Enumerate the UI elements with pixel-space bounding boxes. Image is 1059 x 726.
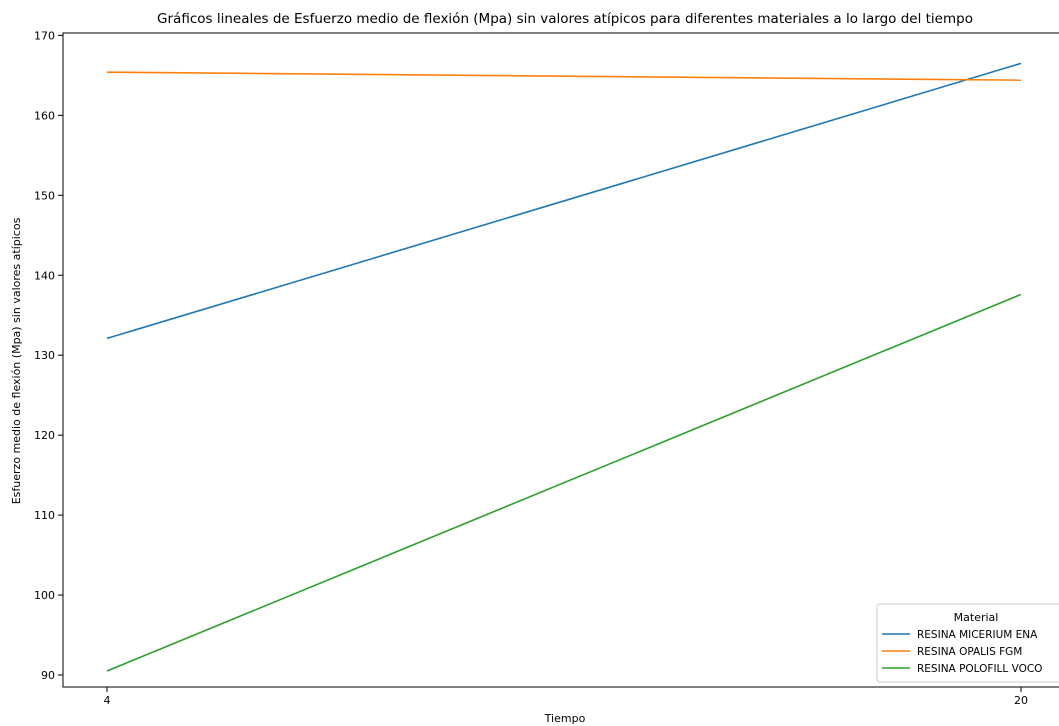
y-tick-label: 130 xyxy=(34,349,55,362)
y-axis-ticks: 90 100 110 120 130 140 150 160 170 xyxy=(34,29,63,682)
plot-frame xyxy=(62,32,1059,688)
series-line xyxy=(106,293,1022,672)
x-tick-label: 20 xyxy=(1014,694,1028,707)
y-tick-label: 100 xyxy=(34,589,55,602)
legend-label: RESINA MICERIUM ENA xyxy=(917,629,1038,641)
legend-label: RESINA OPALIS FGM xyxy=(917,646,1022,658)
legend-label: RESINA POLOFILL VOCO xyxy=(917,663,1042,675)
legend-box xyxy=(876,603,1059,683)
y-tick-label: 150 xyxy=(34,189,55,202)
chart-title: Gráficos lineales de Esfuerzo medio de f… xyxy=(157,11,973,27)
y-tick-label: 160 xyxy=(34,109,55,122)
x-axis-label: Tiempo xyxy=(544,712,586,725)
x-axis-ticks: 4 20 xyxy=(104,687,1028,707)
y-tick-label: 110 xyxy=(34,509,55,522)
y-tick-label: 140 xyxy=(34,269,55,282)
y-tick-label: 170 xyxy=(34,29,55,42)
y-axis-label: Esfuerzo medio de flexión (Mpa) sin valo… xyxy=(10,217,23,504)
legend: Material RESINA MICERIUM ENA RESINA OPALI… xyxy=(876,603,1059,683)
y-tick-label: 90 xyxy=(41,669,55,682)
y-tick-label: 120 xyxy=(34,429,55,442)
series-line xyxy=(106,71,1022,81)
legend-entries: RESINA MICERIUM ENA RESINA OPALIS FGM RESI… xyxy=(882,629,1042,675)
series-lines xyxy=(106,62,1022,672)
series-line xyxy=(106,62,1022,340)
x-tick-label: 4 xyxy=(104,694,111,707)
legend-title: Material xyxy=(954,611,999,624)
